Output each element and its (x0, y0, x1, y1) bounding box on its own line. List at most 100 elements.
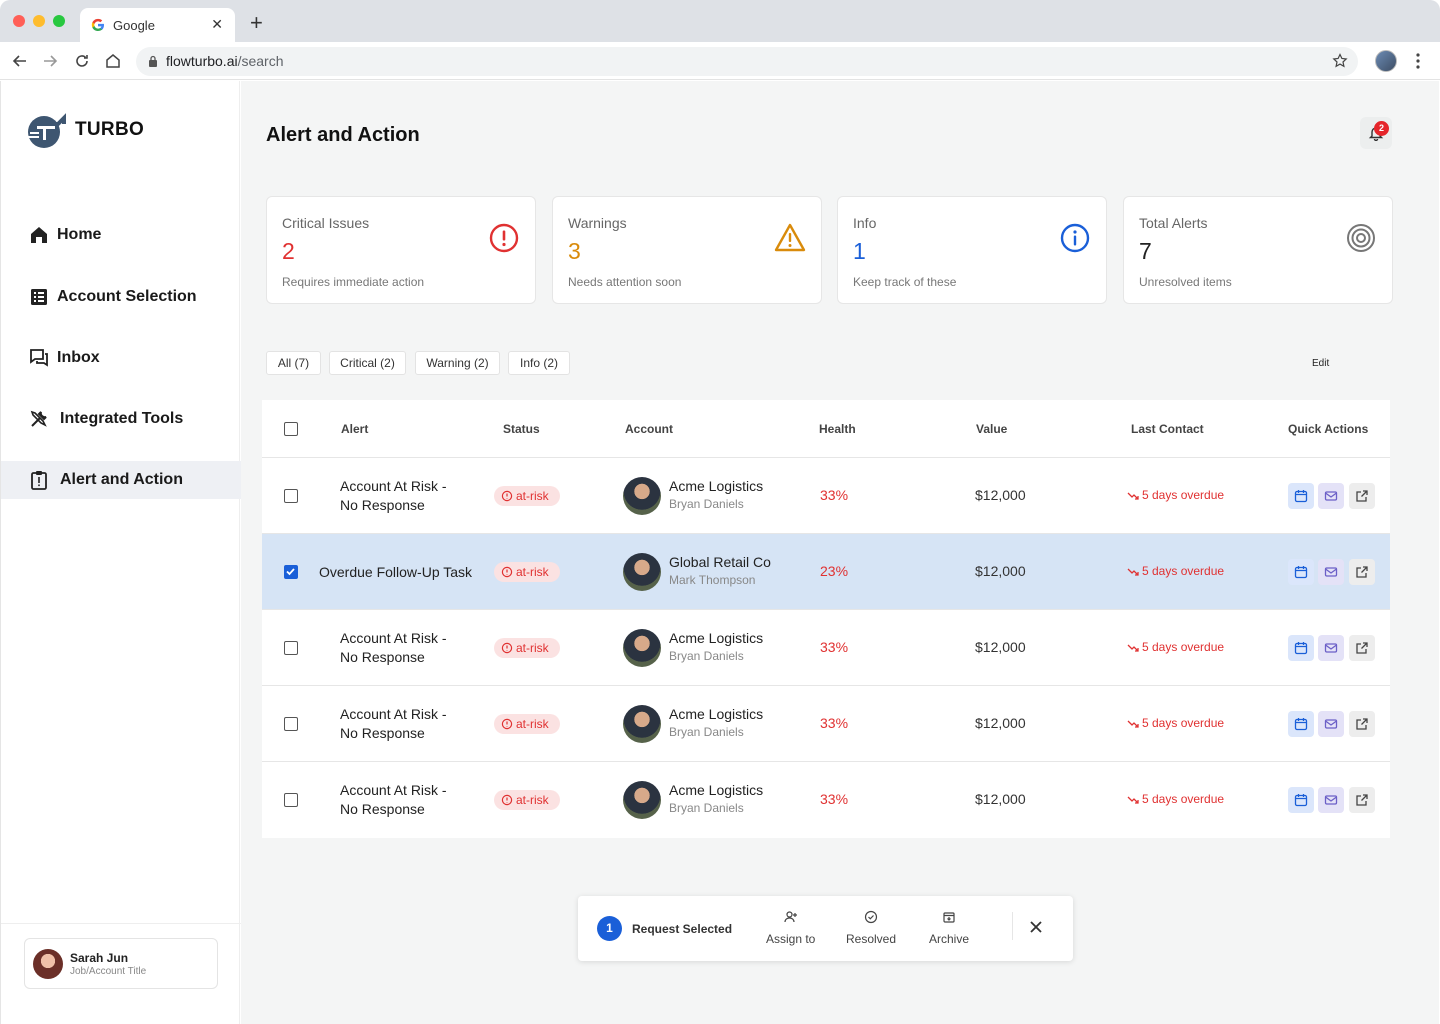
user-title: Job/Account Title (70, 966, 147, 977)
filter-critical[interactable]: Critical (2) (329, 351, 406, 375)
account-name[interactable]: Acme Logistics (669, 478, 764, 494)
alert-title: Account At Risk - No Response (340, 781, 447, 819)
assign-to-button[interactable]: Assign to (766, 910, 815, 946)
close-window-button[interactable] (13, 15, 25, 27)
card-info[interactable]: Info 1 Keep track of these (837, 196, 1107, 304)
card-subtitle: Unresolved items (1139, 275, 1232, 289)
email-button[interactable] (1318, 559, 1344, 585)
back-icon[interactable] (10, 51, 30, 71)
table-row[interactable]: Overdue Follow-Up Task at-risk Global Re… (262, 533, 1390, 609)
more-vert-icon[interactable] (1412, 52, 1424, 70)
open-external-button[interactable] (1349, 483, 1375, 509)
column-header-alert[interactable]: Alert (341, 422, 369, 436)
avatar (623, 477, 661, 515)
column-header-status[interactable]: Status (503, 422, 540, 436)
alert-title-line2: No Response (340, 649, 425, 665)
last-contact: 5 days overdue (1127, 488, 1224, 502)
selected-count-badge: 1 (597, 916, 622, 941)
open-external-button[interactable] (1349, 559, 1375, 585)
column-header-account[interactable]: Account (625, 422, 673, 436)
url-domain: flowturbo.ai (166, 53, 238, 69)
profile-avatar[interactable] (1375, 50, 1397, 72)
sidebar-item-label: Inbox (57, 349, 100, 366)
card-warnings[interactable]: Warnings 3 Needs attention soon (552, 196, 822, 304)
card-label: Info (853, 215, 877, 231)
open-external-button[interactable] (1349, 635, 1375, 661)
calendar-icon (1294, 718, 1308, 731)
minimize-window-button[interactable] (33, 15, 45, 27)
alert-title-line1: Account At Risk - (340, 478, 447, 494)
user-profile-card[interactable]: Sarah Jun Job/Account Title (24, 938, 218, 989)
new-tab-button[interactable]: + (250, 10, 263, 35)
schedule-button[interactable] (1288, 711, 1314, 737)
bookmark-star-icon[interactable] (1332, 53, 1348, 69)
row-checkbox[interactable] (284, 641, 298, 655)
account-name[interactable]: Acme Logistics (669, 782, 764, 798)
alert-title-line2: No Response (340, 497, 425, 513)
sidebar-item-alert-and-action[interactable]: Alert and Action (1, 461, 241, 499)
account-name[interactable]: Global Retail Co (669, 554, 771, 570)
status-label: at-risk (516, 641, 549, 655)
open-external-button[interactable] (1349, 711, 1375, 737)
archive-icon (943, 912, 955, 923)
close-tab-icon[interactable]: ✕ (211, 16, 223, 32)
card-total-alerts[interactable]: Total Alerts 7 Unresolved items (1123, 196, 1393, 304)
row-checkbox[interactable] (284, 717, 298, 731)
account-name[interactable]: Acme Logistics (669, 706, 764, 722)
filter-warning[interactable]: Warning (2) (415, 351, 500, 375)
calendar-icon (1294, 490, 1308, 503)
archive-button[interactable]: Archive (929, 910, 969, 946)
row-checkbox[interactable] (284, 489, 298, 503)
trend-down-icon (1127, 720, 1139, 728)
sidebar: TURBO Home Account Selection Inbox Integ… (0, 81, 241, 1024)
filter-all[interactable]: All (7) (266, 351, 321, 375)
table-row[interactable]: Account At Risk - No Response at-risk Acm… (262, 609, 1390, 685)
address-bar[interactable]: flowturbo.ai/search (136, 47, 1358, 76)
last-contact-text: 5 days overdue (1142, 564, 1225, 578)
browser-tab[interactable]: Google ✕ (80, 8, 235, 42)
alert-title: Account At Risk - No Response (340, 477, 447, 515)
sidebar-item-label: Alert and Action (60, 471, 183, 488)
row-checkbox[interactable] (284, 565, 298, 579)
email-button[interactable] (1318, 483, 1344, 509)
trend-down-icon (1127, 796, 1139, 804)
open-external-button[interactable] (1349, 787, 1375, 813)
card-subtitle: Keep track of these (853, 275, 957, 289)
email-button[interactable] (1318, 711, 1344, 737)
email-button[interactable] (1318, 787, 1344, 813)
column-header-value[interactable]: Value (976, 422, 1008, 436)
row-checkbox[interactable] (284, 793, 298, 807)
filter-info[interactable]: Info (2) (508, 351, 570, 375)
schedule-button[interactable] (1288, 787, 1314, 813)
sidebar-item-home[interactable]: Home (1, 216, 241, 254)
home-browser-icon[interactable] (103, 51, 123, 71)
sidebar-item-inbox[interactable]: Inbox (1, 339, 241, 377)
maximize-window-button[interactable] (53, 15, 65, 27)
account-name[interactable]: Acme Logistics (669, 630, 764, 646)
table-row[interactable]: Account At Risk - No Response at-risk Acm… (262, 457, 1390, 533)
sidebar-item-integrated-tools[interactable]: Integrated Tools (1, 400, 241, 438)
email-button[interactable] (1318, 635, 1344, 661)
close-icon[interactable] (1028, 919, 1044, 935)
alert-title-line2: No Response (340, 725, 425, 741)
alert-title-line2: No Response (340, 801, 425, 817)
brand-name: TURBO (75, 119, 145, 140)
schedule-button[interactable] (1288, 635, 1314, 661)
avatar (623, 629, 661, 667)
column-header-health[interactable]: Health (819, 422, 856, 436)
status-label: at-risk (516, 489, 549, 503)
mail-icon (1324, 719, 1338, 729)
schedule-button[interactable] (1288, 559, 1314, 585)
table-row[interactable]: Account At Risk - No Response at-risk Acm… (262, 761, 1390, 837)
reload-icon[interactable] (72, 51, 92, 71)
url-path: /search (237, 53, 284, 69)
table-row[interactable]: Account At Risk - No Response at-risk Acm… (262, 685, 1390, 761)
select-all-checkbox[interactable] (284, 422, 298, 436)
card-critical-issues[interactable]: Critical Issues 2 Requires immediate act… (266, 196, 536, 304)
edit-button[interactable]: Edit (1312, 358, 1330, 369)
schedule-button[interactable] (1288, 483, 1314, 509)
sidebar-item-account-selection[interactable]: Account Selection (1, 278, 241, 316)
column-header-last-contact[interactable]: Last Contact (1131, 422, 1204, 436)
resolved-button[interactable]: Resolved (846, 910, 896, 946)
forward-icon[interactable] (40, 51, 60, 71)
